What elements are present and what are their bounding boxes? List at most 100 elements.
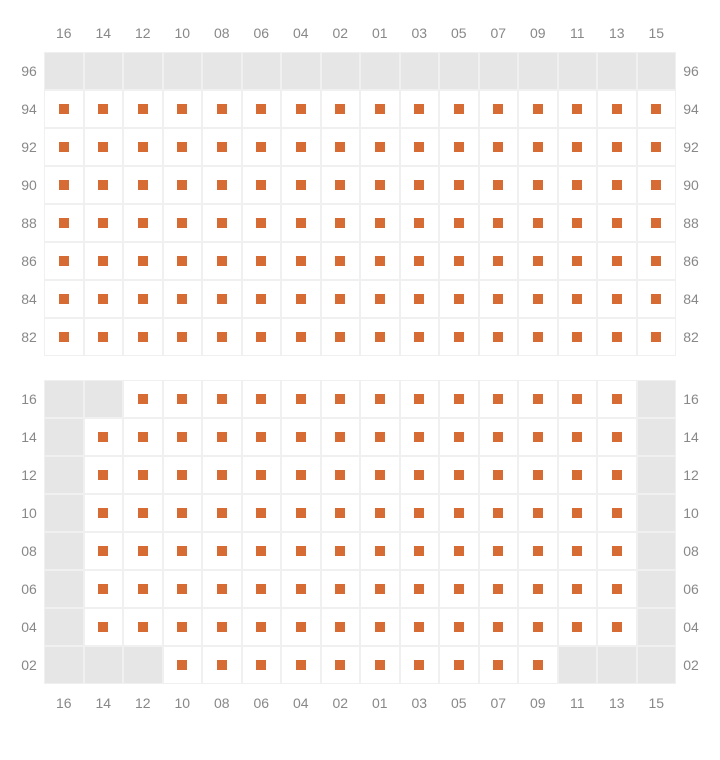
seat-available[interactable] [518,318,558,356]
seat-available[interactable] [400,418,440,456]
seat-available[interactable] [202,166,242,204]
seat-available[interactable] [518,418,558,456]
seat-available[interactable] [597,608,637,646]
seat-available[interactable] [242,90,282,128]
seat-available[interactable] [202,418,242,456]
seat-available[interactable] [518,204,558,242]
seat-available[interactable] [44,280,84,318]
seat-available[interactable] [479,280,519,318]
seat-available[interactable] [439,90,479,128]
seat-available[interactable] [479,570,519,608]
seat-available[interactable] [84,204,124,242]
seat-available[interactable] [84,570,124,608]
seat-available[interactable] [439,456,479,494]
seat-available[interactable] [597,456,637,494]
seat-available[interactable] [281,242,321,280]
seat-available[interactable] [242,380,282,418]
seat-available[interactable] [163,166,203,204]
seat-available[interactable] [202,456,242,494]
seat-available[interactable] [360,418,400,456]
seat-available[interactable] [321,646,361,684]
seat-available[interactable] [44,204,84,242]
seat-available[interactable] [479,242,519,280]
seat-available[interactable] [439,608,479,646]
seat-available[interactable] [321,90,361,128]
seat-available[interactable] [360,646,400,684]
seat-available[interactable] [123,608,163,646]
seat-available[interactable] [597,204,637,242]
seat-available[interactable] [360,456,400,494]
seat-available[interactable] [281,418,321,456]
seat-available[interactable] [202,646,242,684]
seat-available[interactable] [321,608,361,646]
seat-available[interactable] [84,418,124,456]
seat-available[interactable] [518,166,558,204]
seat-available[interactable] [123,380,163,418]
seat-available[interactable] [163,646,203,684]
seat-available[interactable] [202,318,242,356]
seat-available[interactable] [281,456,321,494]
seat-available[interactable] [242,456,282,494]
seat-available[interactable] [242,318,282,356]
seat-available[interactable] [558,166,598,204]
seat-available[interactable] [321,280,361,318]
seat-available[interactable] [479,166,519,204]
seat-available[interactable] [281,570,321,608]
seat-available[interactable] [281,166,321,204]
seat-available[interactable] [597,280,637,318]
seat-available[interactable] [518,380,558,418]
seat-available[interactable] [242,646,282,684]
seat-available[interactable] [163,418,203,456]
seat-available[interactable] [558,90,598,128]
seat-available[interactable] [163,608,203,646]
seat-available[interactable] [597,166,637,204]
seat-available[interactable] [123,128,163,166]
seat-available[interactable] [637,128,677,166]
seat-available[interactable] [360,204,400,242]
seat-available[interactable] [202,280,242,318]
seat-available[interactable] [439,242,479,280]
seat-available[interactable] [321,532,361,570]
seat-available[interactable] [518,494,558,532]
seat-available[interactable] [400,494,440,532]
seat-available[interactable] [400,90,440,128]
seat-available[interactable] [360,242,400,280]
seat-available[interactable] [123,456,163,494]
seat-available[interactable] [321,128,361,166]
seat-available[interactable] [321,570,361,608]
seat-available[interactable] [439,570,479,608]
seat-available[interactable] [202,532,242,570]
seat-available[interactable] [558,532,598,570]
seat-available[interactable] [44,318,84,356]
seat-available[interactable] [163,318,203,356]
seat-available[interactable] [518,128,558,166]
seat-available[interactable] [321,318,361,356]
seat-available[interactable] [202,494,242,532]
seat-available[interactable] [281,532,321,570]
seat-available[interactable] [123,204,163,242]
seat-available[interactable] [84,532,124,570]
seat-available[interactable] [400,380,440,418]
seat-available[interactable] [281,494,321,532]
seat-available[interactable] [163,532,203,570]
seat-available[interactable] [518,570,558,608]
seat-available[interactable] [163,494,203,532]
seat-available[interactable] [558,570,598,608]
seat-available[interactable] [202,608,242,646]
seat-available[interactable] [637,166,677,204]
seat-available[interactable] [321,380,361,418]
seat-available[interactable] [202,204,242,242]
seat-available[interactable] [123,532,163,570]
seat-available[interactable] [321,494,361,532]
seat-available[interactable] [439,166,479,204]
seat-available[interactable] [321,204,361,242]
seat-available[interactable] [518,646,558,684]
seat-available[interactable] [558,242,598,280]
seat-available[interactable] [44,242,84,280]
seat-available[interactable] [637,242,677,280]
seat-available[interactable] [44,166,84,204]
seat-available[interactable] [360,608,400,646]
seat-available[interactable] [479,128,519,166]
seat-available[interactable] [439,204,479,242]
seat-available[interactable] [637,318,677,356]
